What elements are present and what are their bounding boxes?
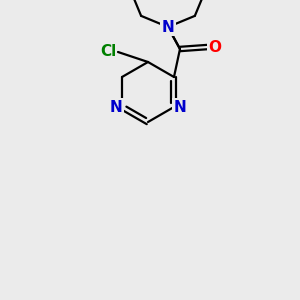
Text: N: N	[162, 20, 174, 34]
Text: O: O	[208, 40, 221, 55]
Text: N: N	[110, 100, 122, 115]
Text: Cl: Cl	[100, 44, 116, 59]
Text: N: N	[174, 100, 186, 115]
